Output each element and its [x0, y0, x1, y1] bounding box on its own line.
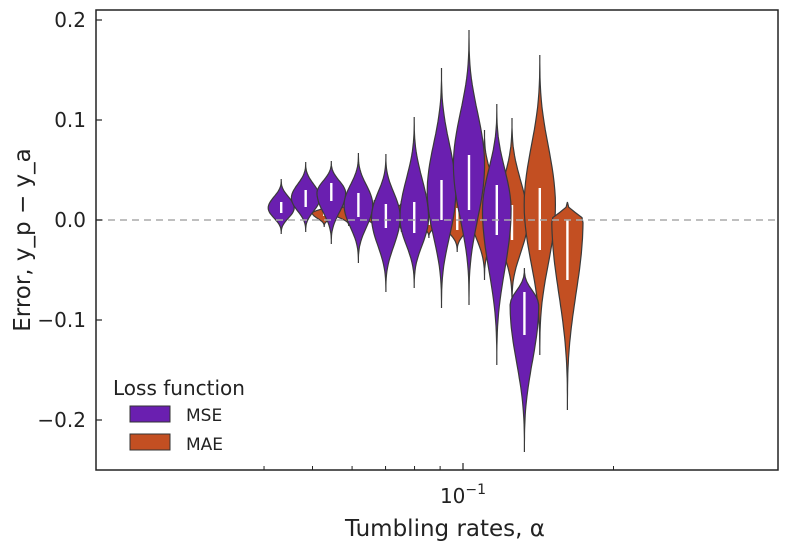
- y-tick-label: −0.2: [37, 408, 86, 432]
- y-tick-label: 0.1: [54, 108, 86, 132]
- x-axis: [263, 463, 615, 470]
- legend-swatch-mse: [129, 405, 171, 423]
- violin-mse-2: [316, 161, 347, 244]
- legend-title: Loss function: [113, 376, 245, 400]
- violin-mse-9: [509, 267, 540, 452]
- y-tick-label: 0.2: [54, 8, 86, 32]
- y-axis-title: Error, y_p − y_a: [10, 148, 36, 332]
- legend: Loss function MSE MAE: [113, 376, 245, 455]
- x-tick-label-main: 10−1: [440, 482, 486, 508]
- violin-layer: [267, 30, 584, 452]
- y-tick-label: −0.1: [37, 308, 86, 332]
- plot-frame: [95, 9, 779, 471]
- legend-label-mse: MSE: [186, 406, 222, 426]
- y-tick-label: 0.0: [54, 208, 86, 232]
- legend-label-mae: MAE: [186, 435, 223, 455]
- y-axis: 0.2 0.1 0.0 −0.1 −0.2: [37, 8, 102, 432]
- violin-mae-9: [551, 201, 584, 410]
- x-axis-title: Tumbling rates, α: [344, 516, 545, 542]
- legend-swatch-mae: [129, 433, 171, 451]
